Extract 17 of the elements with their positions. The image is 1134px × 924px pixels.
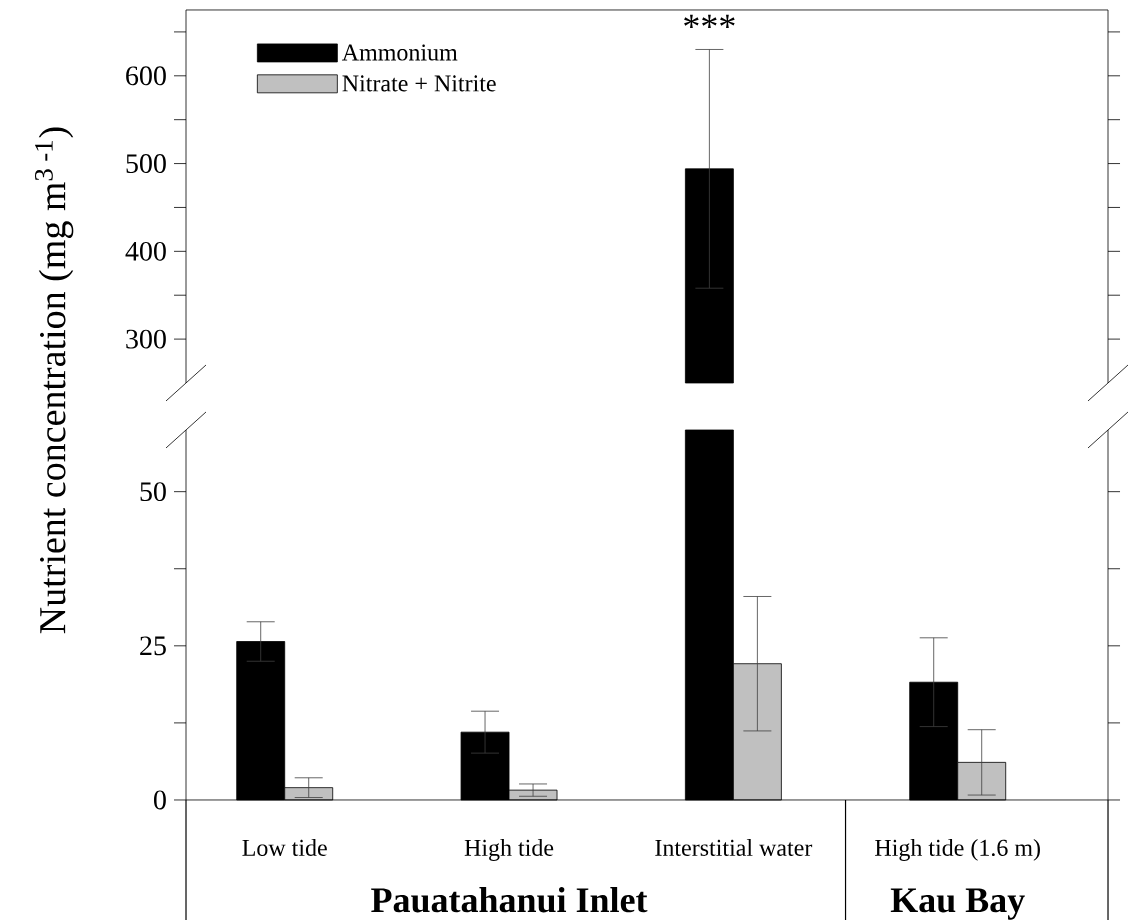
annotation: *** (684, 14, 735, 29)
y-axis-title: Nutrient concentration (mg m$^{3 -1}$) (34, 127, 74, 634)
y-tick-label: 50 (140, 482, 166, 502)
x-tick-label: Interstitial water (655, 839, 813, 856)
x-tick-label: Low tide (242, 839, 327, 856)
x-tick-label: High tide (464, 839, 554, 861)
y-tick-label: 400 (125, 241, 166, 261)
text: Pauatahanui Inlet (371, 886, 648, 913)
x-tick-label: High tide (1.6 m) (875, 839, 1040, 861)
y-tick-label: 600 (126, 66, 166, 86)
legend-label: Nitrate + Nitrite (342, 75, 496, 92)
text: Kau Bay (890, 888, 1025, 920)
y-tick-label: 25 (140, 636, 166, 656)
y-tick-label: 500 (126, 154, 166, 174)
legend-label: Ammonium (341, 44, 458, 61)
y-tick-label: 0 (154, 790, 166, 810)
y-tick-label: 300 (126, 329, 166, 349)
